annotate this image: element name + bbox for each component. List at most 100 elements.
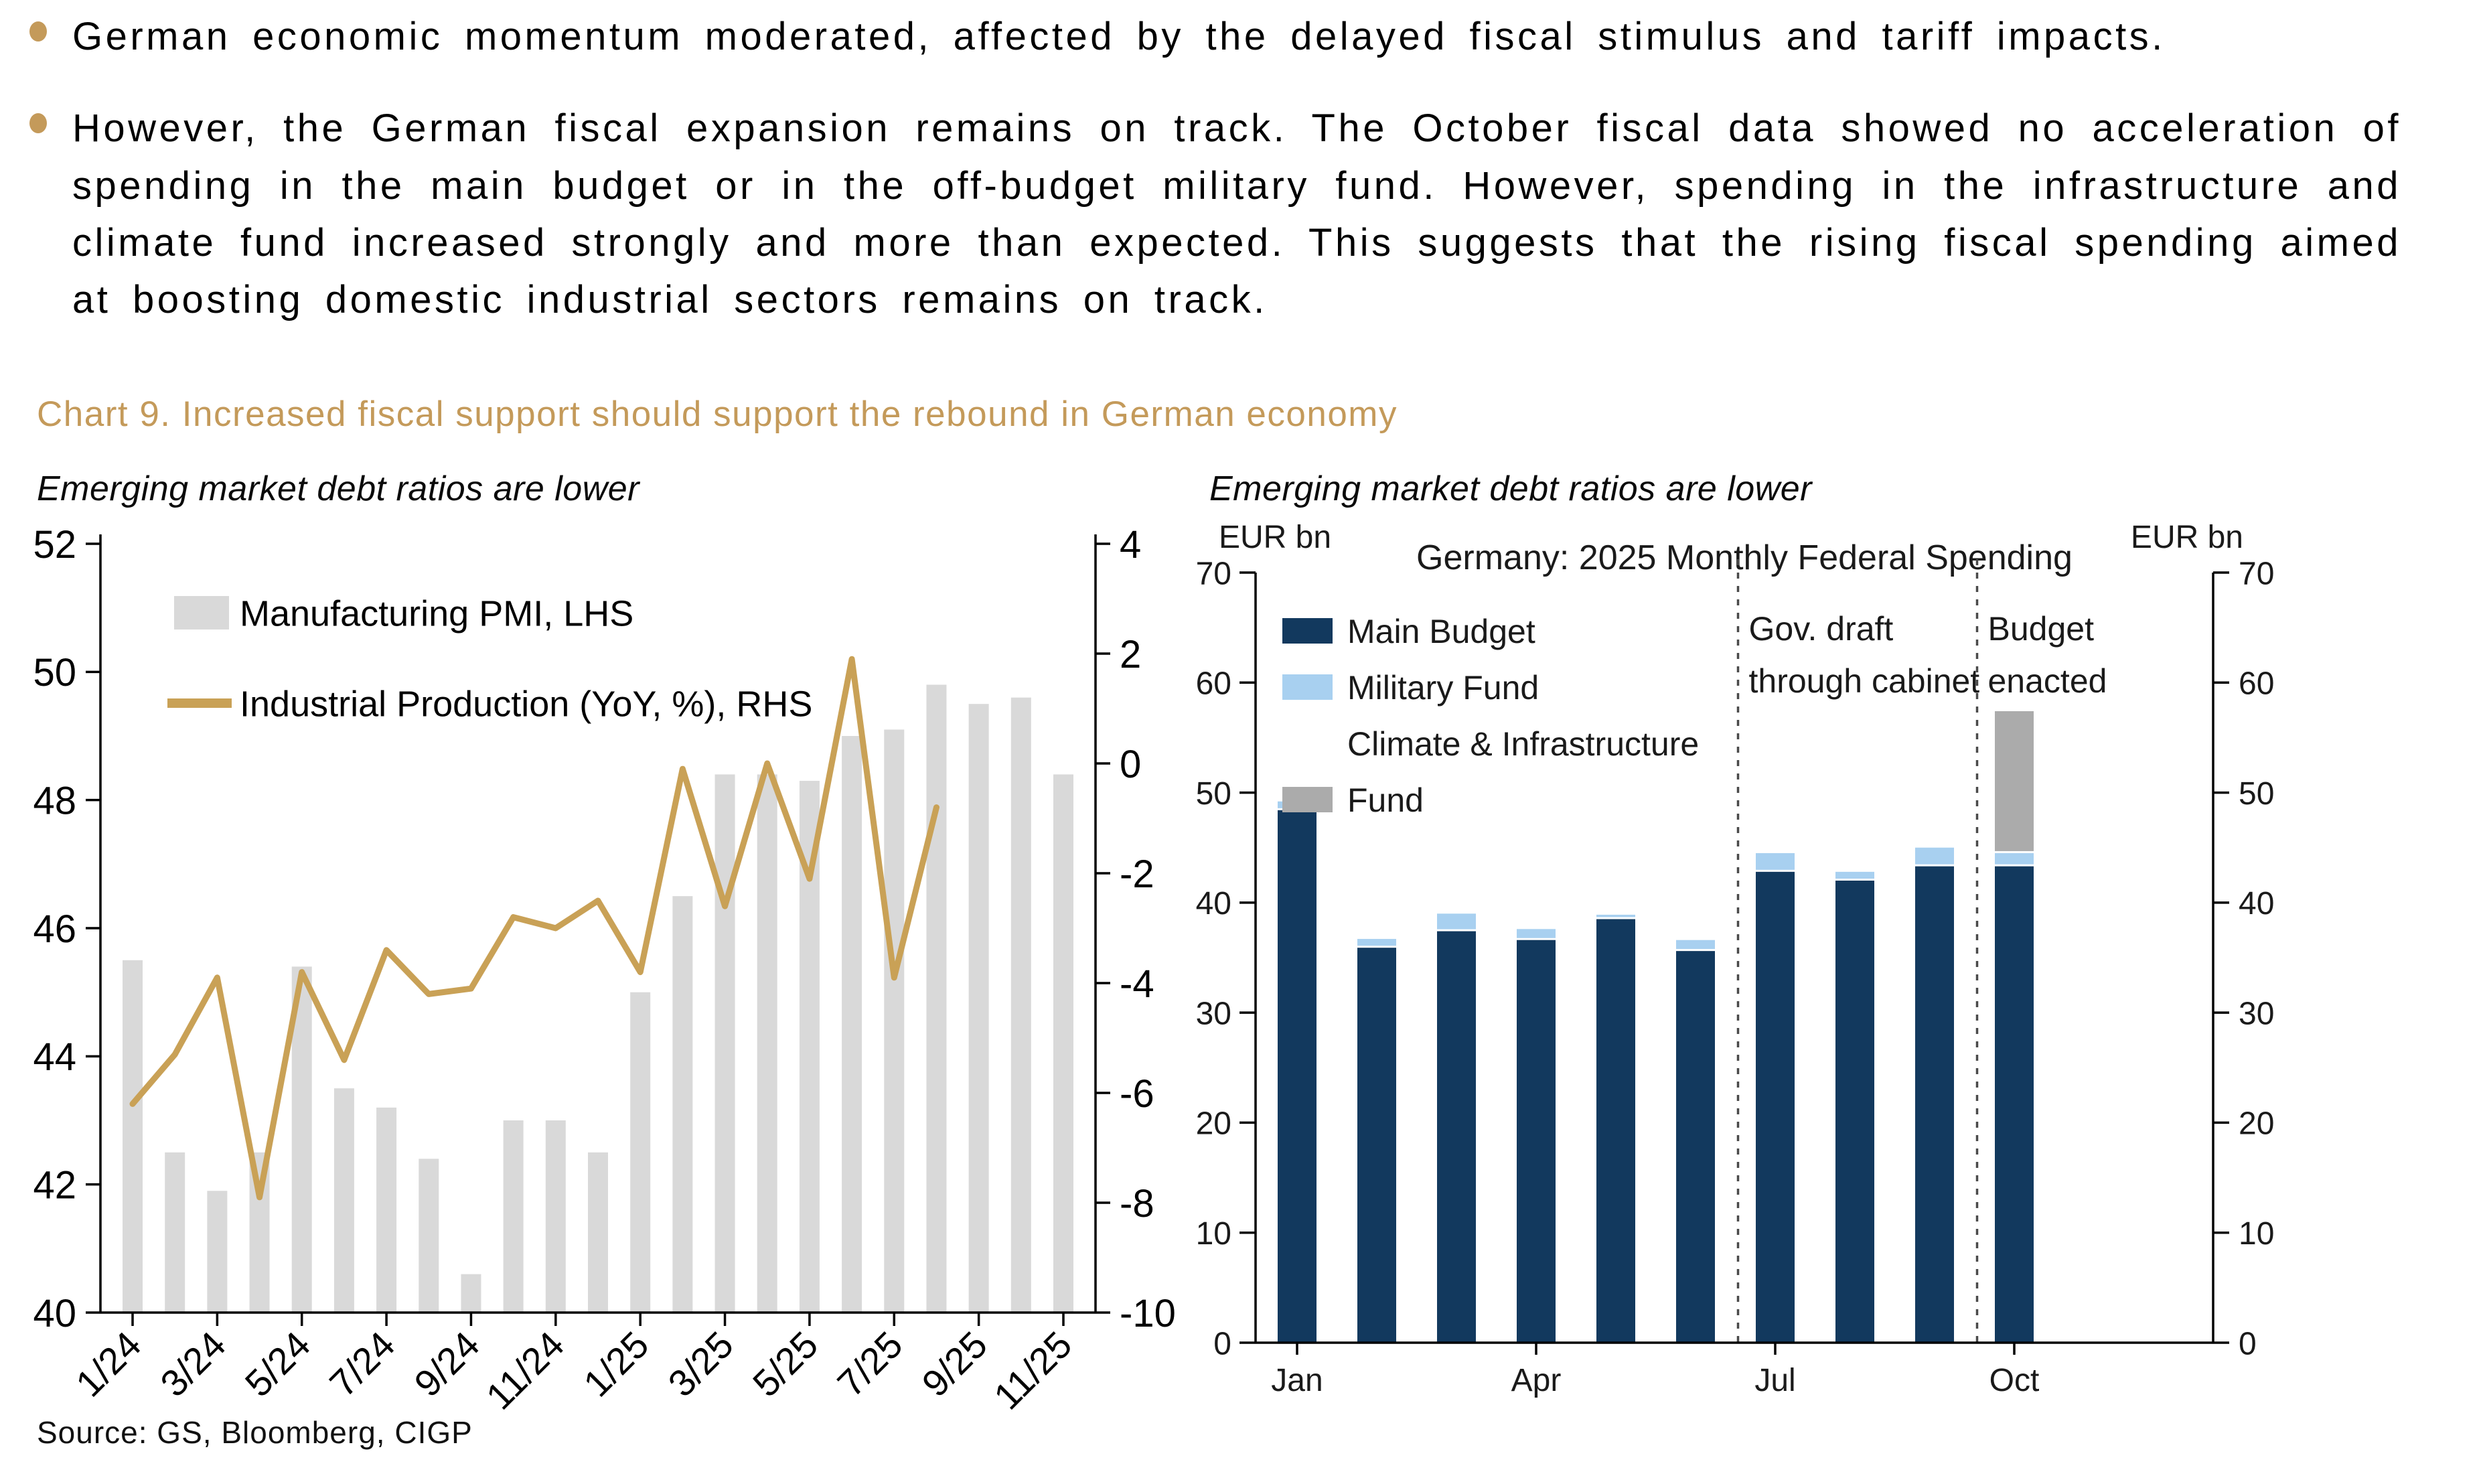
- x-tick-label: 3/24: [152, 1323, 234, 1405]
- x-tick-label: 1/24: [68, 1323, 149, 1405]
- x-tick-label: Oct: [1989, 1363, 2040, 1398]
- pmi-bar-11/25: [1053, 774, 1073, 1313]
- x-tick-label: 1/25: [575, 1323, 657, 1405]
- right-axis-tick-label: 20: [2239, 1106, 2274, 1142]
- left-axis-tick-label: 60: [1196, 666, 1231, 702]
- pmi-bar-5/24: [291, 966, 312, 1313]
- left-axis-tick-label: 46: [33, 907, 76, 951]
- main-budget-legend-label: Main Budget: [1347, 613, 1535, 650]
- bullet-marker: [29, 21, 47, 42]
- pmi-bar-9/25: [968, 704, 989, 1313]
- bar-jun-military-fund: [1676, 940, 1715, 950]
- pmi-bar-2/24: [165, 1152, 185, 1313]
- right-axis-tick-label: -8: [1120, 1182, 1154, 1226]
- right-axis-tick-label: 40: [2239, 886, 2274, 921]
- bar-mar-military-fund: [1437, 913, 1476, 930]
- pmi-bar-1/25: [630, 992, 651, 1313]
- bullet-item: However, the German fiscal expansion rem…: [29, 100, 2401, 328]
- x-tick-label: 7/25: [829, 1323, 911, 1405]
- ip-legend-swatch: [167, 698, 232, 708]
- x-tick-label: 3/25: [660, 1323, 741, 1405]
- bar-sep-main-budget: [1915, 866, 1954, 1343]
- left-axis-tick-label: 20: [1196, 1106, 1231, 1142]
- right-chart-legend: Main Budget Military Fund Climate & Infras…: [1282, 613, 1699, 819]
- x-tick-label: Jan: [1271, 1363, 1323, 1398]
- military-fund-legend-label: Military Fund: [1347, 669, 1539, 707]
- bar-may-main-budget: [1596, 919, 1635, 1343]
- climate-fund-legend-label: Climate & Infrastructure: [1347, 725, 1699, 763]
- right-axis-tick-label: 60: [2239, 666, 2274, 702]
- ip-line: [129, 656, 939, 1201]
- left-axis-unit: EUR bn: [1219, 520, 1331, 555]
- pmi-bar-4/24: [249, 1152, 270, 1313]
- left-axis-tick-label: 44: [33, 1035, 76, 1079]
- left-axis-tick-label: 0: [1213, 1326, 1231, 1361]
- left-axis-tick-label: 48: [33, 780, 76, 823]
- right-axis-tick-label: -4: [1120, 962, 1154, 1006]
- bar-apr-main-budget: [1517, 940, 1556, 1343]
- pmi-bar-3/25: [714, 774, 735, 1313]
- right-axis-tick-label: 2: [1120, 633, 1141, 676]
- x-tick-label: 5/25: [745, 1323, 826, 1405]
- pmi-legend-swatch: [174, 596, 229, 629]
- bar-oct-main-budget: [1995, 866, 2034, 1343]
- x-tick-label: 5/24: [237, 1323, 319, 1405]
- x-tick-label: 11/25: [986, 1323, 1080, 1418]
- main-budget-legend-swatch: [1282, 618, 1333, 644]
- bar-may-military-fund: [1596, 914, 1635, 917]
- spending-bars: [1278, 711, 2034, 1343]
- pmi-bar-3/24: [207, 1191, 228, 1313]
- bar-aug-main-budget: [1835, 881, 1874, 1343]
- bar-jan-main-budget: [1278, 810, 1316, 1343]
- bullet-list: German economic momentum moderated, affe…: [29, 8, 2401, 363]
- annotation-text: enacted: [1988, 662, 2107, 700]
- right-axis-tick-label: 10: [2239, 1216, 2274, 1252]
- pmi-bar-8/24: [419, 1159, 439, 1313]
- right-axis-tick-label: 50: [2239, 776, 2274, 812]
- military-fund-legend-swatch: [1282, 674, 1333, 700]
- left-axis-tick-label: 10: [1196, 1216, 1231, 1252]
- x-tick-label: 11/24: [478, 1323, 573, 1418]
- bar-oct-military-fund: [1995, 852, 2034, 865]
- bar-mar-main-budget: [1437, 931, 1476, 1343]
- left-axis-tick-label: 42: [33, 1164, 76, 1207]
- pmi-bar-6/24: [333, 1088, 354, 1313]
- right-chart: EUR bn Germany: 2025 Monthly Federal Spen…: [1196, 520, 2275, 1398]
- axes: [86, 534, 1110, 1314]
- bar-jul-main-budget: [1756, 871, 1795, 1343]
- pmi-bar-6/25: [842, 736, 862, 1313]
- right-axis-tick-label: -6: [1120, 1072, 1154, 1116]
- x-axis-labels: Jan Apr Jul Oct: [1271, 1343, 2039, 1398]
- left-axis-tick-label: 40: [1196, 886, 1231, 921]
- pmi-bars: [123, 684, 1073, 1313]
- left-axis-tick-label: 52: [33, 523, 76, 567]
- bullet-text: However, the German fiscal expansion rem…: [72, 106, 2401, 321]
- pmi-bar-10/25: [1010, 697, 1031, 1313]
- axis-labels: 0 0 10 10 20 20 30 30 40 40 50 50 60 60 70 70: [1196, 556, 2275, 1361]
- climate-fund-legend-label: Fund: [1347, 782, 1424, 819]
- left-axis-tick-label: 50: [33, 651, 76, 694]
- right-chart-header: EUR bn Germany: 2025 Monthly Federal Spen…: [1219, 520, 2243, 577]
- pmi-bar-4/25: [757, 774, 777, 1313]
- bar-jun-main-budget: [1676, 951, 1715, 1343]
- x-tick-label: Apr: [1511, 1363, 1562, 1398]
- pmi-bar-8/25: [926, 684, 947, 1313]
- pmi-bar-7/25: [884, 729, 905, 1313]
- left-chart-legend: Manufacturing PMI, LHS Industrial Product…: [167, 593, 812, 724]
- source-note: Source: GS, Bloomberg, CIGP: [37, 1415, 473, 1450]
- x-tick-label: 9/24: [406, 1323, 487, 1405]
- bullet-item: German economic momentum moderated, affe…: [29, 8, 2401, 65]
- pmi-bar-12/24: [588, 1152, 608, 1313]
- bar-feb-main-budget: [1357, 948, 1396, 1343]
- climate-fund-legend-swatch: [1282, 787, 1333, 812]
- annotation-text: through cabinet: [1749, 662, 1980, 700]
- pmi-bar-7/24: [376, 1107, 397, 1313]
- bullet-marker: [29, 113, 47, 134]
- pmi-bar-1/24: [123, 960, 143, 1313]
- left-axis-tick-label: 30: [1196, 996, 1231, 1031]
- section-title: Chart 9. Increased fiscal support should…: [37, 394, 1398, 434]
- pmi-legend-label: Manufacturing PMI, LHS: [240, 593, 633, 634]
